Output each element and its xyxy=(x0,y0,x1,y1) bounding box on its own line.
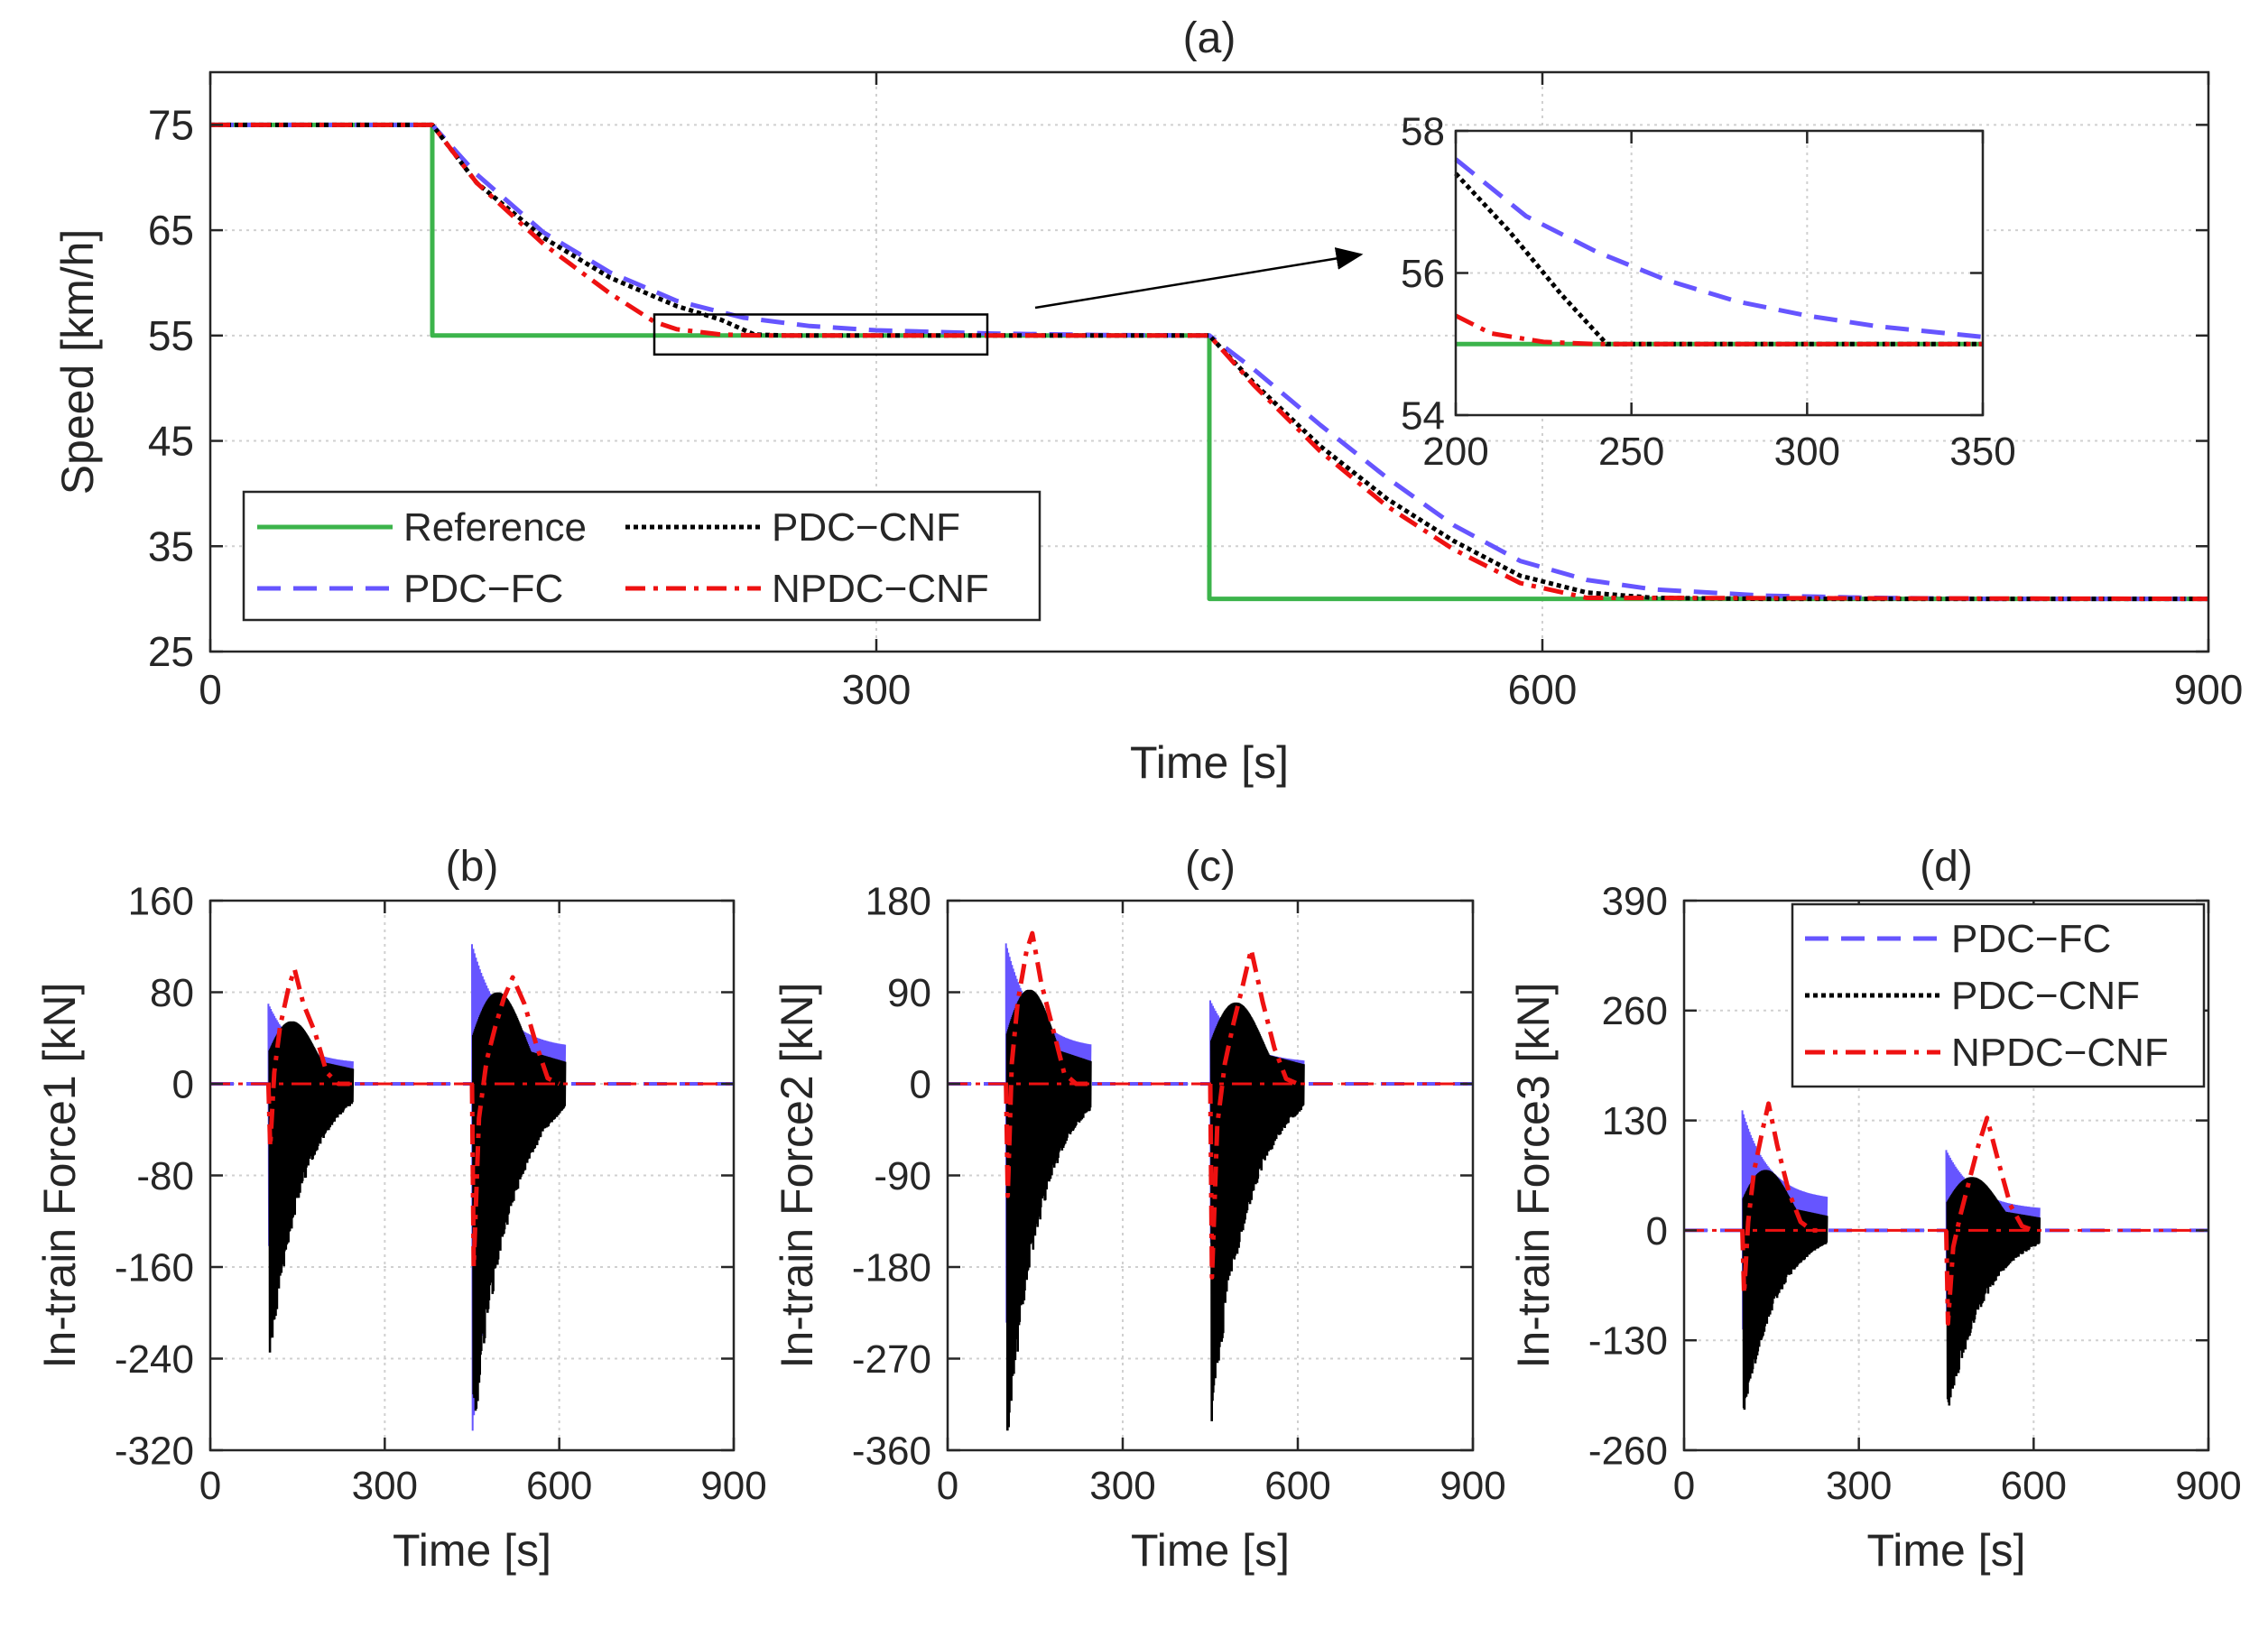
series-line-npdc-cnf xyxy=(265,967,350,1150)
y-tick-label: 55 xyxy=(148,312,194,359)
x-tick-label: 300 xyxy=(842,666,912,713)
x-tick-label: 900 xyxy=(2175,1464,2241,1508)
legend-label: PDC−FC xyxy=(403,567,563,611)
legend-label: Reference xyxy=(403,505,587,550)
series-line-npdc-cnf xyxy=(1454,313,1983,347)
y-tick-label: 0 xyxy=(172,1062,194,1106)
series-line-pdc-cnf xyxy=(1454,171,1983,347)
chart-title-c: (c) xyxy=(1185,843,1236,891)
series-oscillation-pdc-cnf xyxy=(472,992,567,1411)
x-tick-label: 350 xyxy=(1949,430,2015,474)
x-tick-label: 300 xyxy=(1089,1464,1155,1508)
zoom-arrow xyxy=(1034,247,1364,310)
series-line-pdc-fc xyxy=(1454,157,1984,339)
x-tick-label: 600 xyxy=(526,1464,592,1508)
legend-box xyxy=(242,490,1041,622)
legend-label: PDC−FC xyxy=(1951,917,2111,961)
y-tick-label: 45 xyxy=(148,418,194,465)
y-tick-label: -260 xyxy=(1588,1429,1668,1473)
x-tick-label: 0 xyxy=(199,1464,221,1508)
series-line-pdc-fc xyxy=(210,122,2208,602)
x-tick-label: 250 xyxy=(1598,430,1664,474)
series-line-npdc-cnf xyxy=(1208,947,1299,1280)
legend-label: PDC−CNF xyxy=(1951,974,2140,1018)
series-oscillation-pdc-cnf xyxy=(1210,1002,1305,1421)
y-tick-label: -80 xyxy=(136,1154,194,1198)
x-axis-label-d: Time [s] xyxy=(1867,1525,2026,1576)
zoom-region-box xyxy=(653,313,989,356)
y-axis-label-c: In-train Force2 [kN] xyxy=(772,983,822,1369)
y-axis-label-b: In-train Force1 [kN] xyxy=(34,983,85,1369)
series-oscillation-pdc-cnf xyxy=(1946,1177,2041,1406)
x-tick-label: 0 xyxy=(937,1464,958,1508)
chart-title-a: (a) xyxy=(1183,14,1236,62)
x-tick-label: 300 xyxy=(1774,430,1840,474)
y-tick-label: 58 xyxy=(1401,109,1445,153)
y-tick-label: 130 xyxy=(1602,1099,1668,1143)
chart-title-d: (d) xyxy=(1920,843,1973,891)
y-tick-label: -160 xyxy=(115,1245,194,1290)
y-tick-label: -320 xyxy=(115,1429,194,1473)
y-tick-label: 0 xyxy=(910,1062,931,1106)
legend-a: Reference PDC−CNF PDC−FC NPDC−CNF xyxy=(242,490,1041,622)
y-tick-label: -240 xyxy=(115,1337,194,1382)
series-line-npdc-cnf xyxy=(1740,1101,1824,1297)
y-tick-label: 160 xyxy=(128,879,194,923)
y-tick-label: -270 xyxy=(852,1337,931,1382)
y-tick-label: 56 xyxy=(1401,252,1445,296)
series-line-npdc-cnf xyxy=(1944,1115,2035,1326)
y-axis-label-a: Speed [km/h] xyxy=(52,229,103,495)
x-tick-label: 900 xyxy=(700,1464,766,1508)
y-axis-label-d: In-train Force3 [kN] xyxy=(1508,983,1559,1369)
y-tick-label: 54 xyxy=(1401,393,1445,438)
x-tick-label: 600 xyxy=(1508,666,1578,713)
axes-frame-a xyxy=(208,70,2210,653)
legend-d: PDC−FC PDC−CNF NPDC−CNF xyxy=(1791,902,2206,1088)
y-tick-label: 180 xyxy=(866,879,931,923)
y-tick-label: 25 xyxy=(148,628,194,675)
x-tick-label: 900 xyxy=(1439,1464,1505,1508)
y-tick-label: 75 xyxy=(148,101,194,148)
series-line-npdc-cnf xyxy=(469,975,560,1270)
y-tick-label: 90 xyxy=(887,971,931,1015)
x-tick-label: 0 xyxy=(199,666,222,713)
series-line-npdc-cnf xyxy=(1004,930,1088,1198)
y-tick-label: -360 xyxy=(852,1429,931,1473)
series-line-npdc-cnf xyxy=(210,122,2209,602)
x-tick-label: 300 xyxy=(1826,1464,1892,1508)
x-tick-label: 600 xyxy=(2001,1464,2067,1508)
series-oscillation-pdc-cnf xyxy=(268,1021,355,1353)
chart-title-b: (b) xyxy=(446,843,499,891)
x-axis-label-c: Time [s] xyxy=(1131,1525,1290,1576)
legend-label: NPDC−CNF xyxy=(1951,1031,2169,1075)
series-oscillation-pdc-cnf xyxy=(1742,1170,1828,1411)
x-tick-label: 200 xyxy=(1422,430,1488,474)
y-tick-label: 80 xyxy=(150,971,194,1015)
y-tick-label: 35 xyxy=(148,523,194,569)
y-tick-label: 390 xyxy=(1602,879,1668,923)
y-tick-label: -130 xyxy=(1588,1319,1668,1364)
x-axis-label-b: Time [s] xyxy=(393,1525,551,1576)
y-tick-label: 0 xyxy=(1646,1209,1668,1253)
y-tick-label: 65 xyxy=(148,207,194,254)
legend-label: PDC−CNF xyxy=(772,505,960,550)
legend-box xyxy=(1791,902,2206,1088)
x-tick-label: 0 xyxy=(1673,1464,1695,1508)
x-tick-label: 300 xyxy=(352,1464,418,1508)
x-axis-label-a: Time [s] xyxy=(1130,737,1289,788)
legend-label: NPDC−CNF xyxy=(772,567,989,611)
y-tick-label: -90 xyxy=(874,1154,931,1198)
y-tick-label: 260 xyxy=(1602,989,1668,1033)
x-tick-label: 600 xyxy=(1264,1464,1330,1508)
y-tick-label: -180 xyxy=(852,1245,931,1290)
axes-frame-d xyxy=(1682,899,2210,1452)
x-tick-label: 900 xyxy=(2174,666,2244,713)
